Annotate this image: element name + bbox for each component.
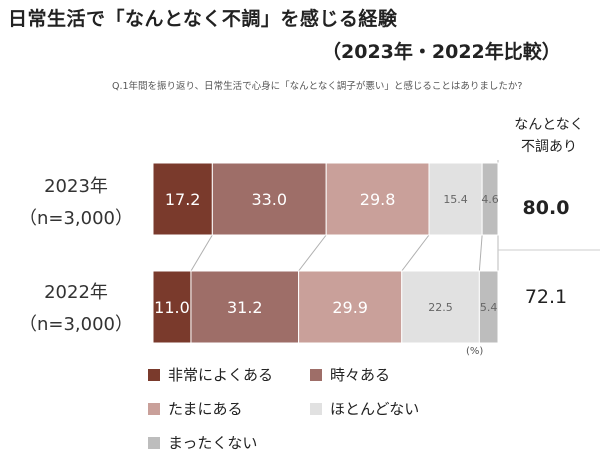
total-value-2023: 80.0 (522, 197, 570, 219)
legend-swatch-5 (148, 436, 160, 449)
n-label-2022: （n=3,000） (18, 314, 134, 335)
percent-unit-label: (%) (466, 346, 484, 357)
legend-swatch-1 (148, 368, 160, 381)
data-label-2-5: 5.4 (480, 301, 498, 314)
data-label-1-1: 17.2 (165, 190, 201, 209)
legend-label-3: たまにある (168, 400, 243, 418)
bar-segment-1-3 (325, 162, 430, 236)
year-label-2023: 2023年 (44, 176, 108, 197)
data-label-2-3: 29.9 (332, 298, 368, 317)
bar-segment-2-5 (478, 270, 499, 344)
side-header-line2: 不調あり (521, 139, 577, 155)
series-connector-lines (190, 234, 483, 272)
legend-swatch-2 (310, 368, 322, 381)
legend-item-1: 非常によくある (148, 364, 273, 385)
bars-group: 17.2 33.0 29.8 15.4 4.6 11.0 31.2 29.9 22.5 5.4 (152, 162, 499, 344)
legend-label-1: 非常によくある (168, 366, 274, 384)
n-label-2023: （n=3,000） (18, 208, 134, 229)
bar-segment-2-3 (298, 270, 403, 344)
bar-segment-2-2 (190, 270, 300, 344)
bar-segment-1-1 (152, 162, 213, 236)
bar-segment-2-1 (152, 270, 192, 344)
bar-segment-1-4 (428, 162, 483, 236)
bar-segment-1-5 (481, 162, 499, 236)
legend-label-5: まったくない (168, 434, 258, 452)
data-label-1-3: 29.8 (360, 190, 396, 209)
side-column-header: なんとなく 不調あり (506, 114, 592, 158)
data-label-2-4: 22.5 (428, 301, 453, 314)
data-label-1-4: 15.4 (443, 193, 468, 206)
data-label-1-2: 33.0 (251, 190, 287, 209)
legend: 非常によくある 時々ある たまにある ほとんどない まったくない (148, 364, 478, 458)
data-label-1-5: 4.6 (481, 193, 499, 206)
year-label-2022: 2022年 (44, 282, 108, 303)
legend-swatch-3 (148, 402, 160, 415)
chart-title: 日常生活で「なんとなく不調」を感じる経験 (8, 8, 398, 30)
legend-item-3: たまにある (148, 398, 243, 419)
legend-label-2: 時々ある (330, 366, 391, 384)
legend-item-5: まったくない (148, 432, 257, 453)
side-header-line1: なんとなく (514, 117, 584, 133)
legend-label-4: ほとんどない (330, 400, 420, 418)
legend-item-4: ほとんどない (310, 398, 419, 419)
legend-swatch-4 (310, 402, 322, 415)
bar-segment-1-2 (211, 162, 327, 236)
legend-item-2: 時々ある (310, 364, 390, 385)
total-value-2022: 72.1 (524, 286, 568, 308)
survey-question: Q.1年間を振り返り、日常生活で心身に「なんとなく調子が悪い」と感じることはあり… (112, 81, 523, 92)
connector-line-4 (478, 234, 483, 272)
chart-subtitle: （2023年・2022年比較） (322, 41, 561, 63)
connector-line-1 (190, 234, 213, 272)
bar-segment-2-4 (401, 270, 480, 344)
connector-line-2 (298, 234, 327, 272)
connector-line-3 (401, 234, 430, 272)
data-label-2-2: 31.2 (227, 298, 263, 317)
data-label-2-1: 11.0 (154, 298, 190, 317)
